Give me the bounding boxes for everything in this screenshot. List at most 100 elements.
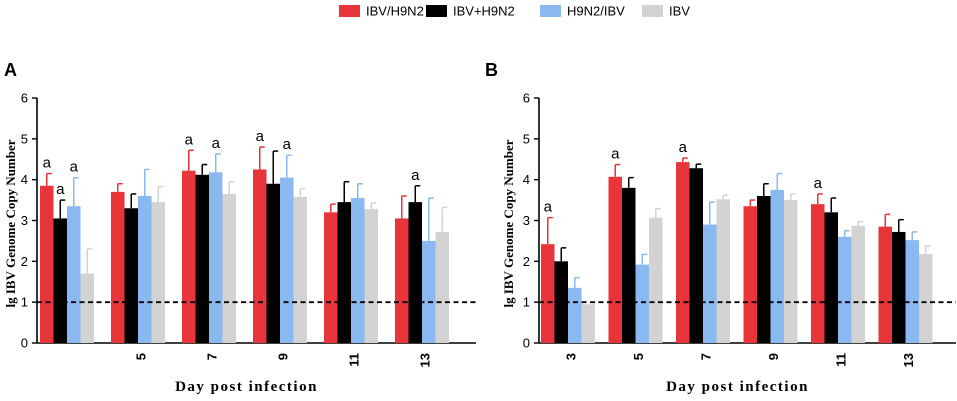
- legend-label-ibv-h9n2: IBV/H9N2: [366, 4, 424, 19]
- panel-a-significance-label: a: [411, 167, 420, 184]
- panel-b-bar-h9n2-ibv-day-3: [568, 287, 582, 343]
- panel-a-x-tick-label: 13: [417, 353, 432, 367]
- panel-b-bar-ibv-h9n2-day-7: [689, 168, 703, 343]
- panel-b-x-tick-label: 7: [698, 353, 713, 360]
- panel-a-significance-label: a: [185, 131, 194, 148]
- panel-b-bar-h9n2-ibv-day-5: [635, 264, 649, 343]
- panel-b-bar-ibv-h9n2-day-9: [743, 206, 757, 343]
- panel-b-y-tick-label: 2: [523, 254, 530, 269]
- panel-b-bar-ibv-day-7: [716, 199, 730, 343]
- panel-b-bar-ibv-h9n2-day-5: [608, 176, 622, 343]
- panel-b-y-tick-label: 5: [523, 131, 530, 146]
- panel-b-bar-h9n2-ibv-day-7: [703, 224, 717, 343]
- panel-b-bar-ibv-h9n2-day-11: [824, 212, 838, 343]
- panel-a-bar-ibv-h9n2-day-9: [266, 183, 280, 343]
- panel-b-x-tick-label: 3: [563, 353, 578, 360]
- panel-a-y-tick-label: 2: [21, 254, 28, 269]
- legend-label-h9n2-ibv: H9N2/IBV: [567, 4, 625, 19]
- panel-b-x-axis-title: Day post infection: [666, 379, 809, 395]
- legend-swatch-ibv: [642, 5, 663, 17]
- panel-a-bar-ibv-h9n2-day-3: [53, 218, 67, 343]
- panel-b-bar-ibv-day-3: [581, 304, 595, 343]
- panel-b-y-tick-label: 1: [523, 295, 530, 310]
- panel-a-bar-ibv-day-7: [222, 193, 236, 343]
- panel-b-x-tick-label: 11: [833, 353, 848, 367]
- panel-b-bar-ibv-day-5: [649, 217, 663, 343]
- panel-a-significance-label: a: [70, 159, 79, 176]
- panel-b-bar-h9n2-ibv-day-13: [905, 240, 919, 343]
- panel-b-bar-ibv-day-11: [851, 225, 865, 343]
- panel-a-significance-label: a: [212, 135, 221, 152]
- panel-b-bar-ibv-h9n2-day-7: [676, 162, 690, 343]
- panel-b-y-tick-label: 0: [523, 336, 530, 351]
- panel-a-significance-label: a: [43, 155, 52, 172]
- panel-a-bar-ibv-h9n2-day-13: [408, 202, 422, 343]
- panel-b-y-tick-label: 4: [523, 172, 530, 187]
- panel-a-bar-h9n2-ibv-day-7: [209, 172, 223, 343]
- panel-a-y-tick-label: 6: [21, 91, 28, 106]
- panel-b-bar-ibv-day-13: [919, 253, 933, 343]
- panel-a-significance-label: a: [283, 136, 292, 153]
- panel-b-bar-ibv-h9n2-day-9: [757, 196, 771, 343]
- panel-b-letter: B: [485, 60, 498, 80]
- legend-swatch-ibv-h9n2: [426, 5, 447, 17]
- panel-b-bar-h9n2-ibv-day-9: [770, 189, 784, 343]
- panel-a-significance-label: a: [256, 128, 265, 145]
- legend-swatch-ibv-h9n2: [339, 5, 360, 17]
- panel-a-bar-ibv-day-11: [364, 209, 378, 343]
- panel-a-bar-ibv-h9n2-day-11: [324, 212, 338, 343]
- panel-a-x-tick-label: 9: [275, 353, 290, 360]
- panel-b-bar-ibv-h9n2-day-3: [554, 261, 568, 343]
- panel-b-bar-ibv-h9n2-day-13: [878, 226, 892, 343]
- panel-a-bar-h9n2-ibv-day-3: [67, 206, 81, 343]
- legend-label-ibv-h9n2: IBV+H9N2: [453, 4, 515, 19]
- panel-a-y-tick-label: 1: [21, 295, 28, 310]
- panel-a-bar-ibv-h9n2-day-7: [182, 170, 196, 343]
- panel-a-y-tick-label: 4: [21, 172, 28, 187]
- panel-a-bar-ibv-day-9: [293, 196, 307, 343]
- panel-a-bar-ibv-day-5: [151, 202, 165, 343]
- panel-a-bar-ibv-day-3: [80, 273, 94, 343]
- panel-b-bar-h9n2-ibv-day-11: [838, 236, 852, 343]
- panel-b-significance-label: a: [611, 146, 620, 163]
- panel-a-bar-ibv-h9n2-day-3: [40, 185, 54, 343]
- panel-b-x-tick-label: 9: [766, 353, 781, 360]
- panel-b-significance-label: a: [544, 199, 553, 216]
- panel-b-bar-ibv-h9n2-day-5: [622, 187, 636, 343]
- panel-b-y-tick-label: 6: [523, 91, 530, 106]
- panel-a-x-tick-label: 7: [204, 353, 219, 360]
- panel-a-bar-ibv-h9n2-day-5: [111, 191, 125, 343]
- panel-a-x-tick-label: 11: [346, 353, 361, 367]
- panel-b-bar-ibv-day-9: [784, 200, 798, 343]
- panel-a-bar-ibv-h9n2-day-13: [395, 218, 409, 343]
- legend-swatch-h9n2-ibv: [540, 5, 561, 17]
- panel-b-x-tick-label: 5: [631, 353, 646, 360]
- panel-b-bar-ibv-h9n2-day-11: [811, 204, 825, 343]
- panel-b-y-tick-label: 3: [523, 213, 530, 228]
- panel-a-x-axis-title: Day post infection: [175, 379, 318, 395]
- legend-label-ibv: IBV: [669, 4, 690, 19]
- panel-a-bar-ibv-h9n2-day-5: [124, 208, 138, 343]
- panel-a-bar-ibv-h9n2-day-7: [195, 174, 209, 343]
- panel-b-significance-label: a: [679, 139, 688, 156]
- panel-a-bar-ibv-day-13: [435, 231, 449, 343]
- panel-a-y-axis-title: lg IBV Genome Copy Number: [3, 139, 18, 307]
- panel-a-bar-h9n2-ibv-day-13: [422, 240, 436, 343]
- panel-b-bar-ibv-h9n2-day-3: [541, 244, 555, 343]
- panel-a-bar-h9n2-ibv-day-5: [138, 196, 152, 343]
- panel-a-bar-h9n2-ibv-day-9: [280, 177, 294, 343]
- panel-a-y-tick-label: 0: [21, 336, 28, 351]
- panel-a-bar-ibv-h9n2-day-11: [337, 202, 351, 343]
- panel-a-x-tick-label: 5: [133, 353, 148, 360]
- panel-a-bar-h9n2-ibv-day-11: [351, 198, 365, 343]
- legend: IBV/H9N2 IBV+H9N2 H9N2/IBV IBV: [339, 4, 690, 19]
- panel-a-letter: A: [4, 60, 17, 80]
- panel-b-bar-ibv-h9n2-day-13: [892, 231, 906, 343]
- panel-a-significance-label: a: [56, 181, 65, 198]
- panel-a-bar-ibv-h9n2-day-9: [253, 169, 267, 343]
- panel-b-y-axis-title: lg IBV Genome Copy Number: [501, 139, 516, 307]
- panel-b-significance-label: a: [814, 175, 823, 192]
